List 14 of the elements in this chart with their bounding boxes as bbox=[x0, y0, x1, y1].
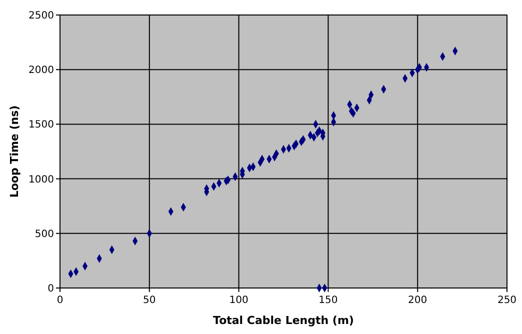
y-axis-title: Loop Time (ns) bbox=[8, 105, 21, 198]
x-tick-label: 0 bbox=[56, 295, 64, 306]
y-tick-label: 2000 bbox=[28, 65, 54, 76]
x-tick-label: 200 bbox=[408, 295, 428, 306]
y-tick-label: 1500 bbox=[28, 120, 54, 131]
x-tick-label: 100 bbox=[229, 295, 248, 306]
y-tick-label: 500 bbox=[34, 228, 54, 240]
x-tick-label: 250 bbox=[497, 295, 517, 306]
y-tick-label: 1000 bbox=[28, 174, 54, 186]
x-tick-label: 50 bbox=[143, 295, 156, 306]
x-tick-label: 150 bbox=[318, 295, 338, 306]
x-axis-title: Total Cable Length (m) bbox=[213, 314, 354, 327]
y-tick-label: 2500 bbox=[28, 10, 54, 22]
y-tick-label: 0 bbox=[48, 284, 54, 294]
